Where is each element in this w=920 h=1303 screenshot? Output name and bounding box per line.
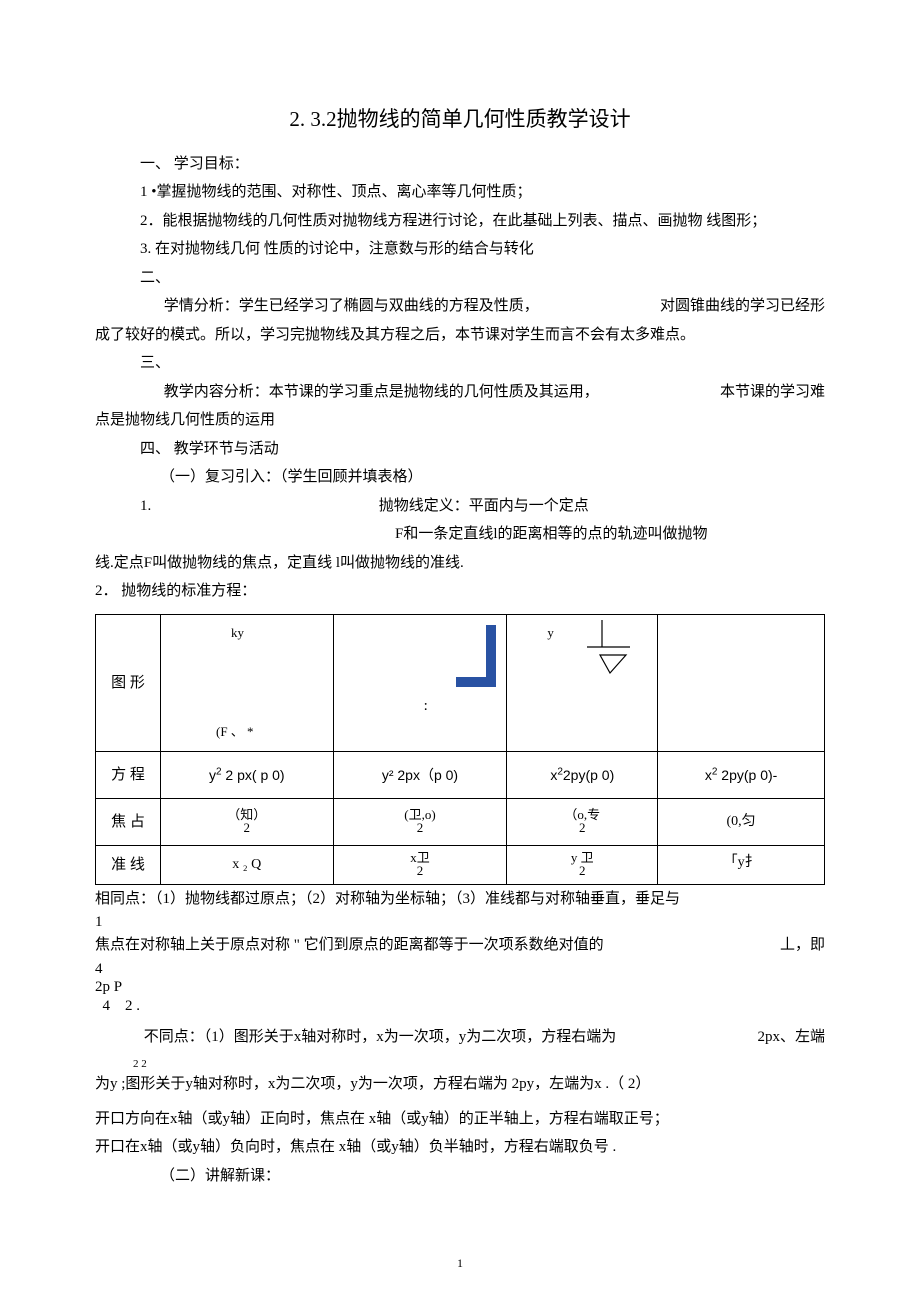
table-row-focus: 焦 占 （知）2 (卫,o)2 （o,专2 (0,匀 bbox=[96, 798, 825, 845]
document-page: 2. 3.2抛物线的简单几何性质教学设计 一、 学习目标： 1 •掌握抛物线的范… bbox=[0, 0, 920, 1303]
section-2-heading: 二、 bbox=[140, 264, 825, 293]
diff-1a: 不同点：（1）图形关于x轴对称时，x为一次项，y为二次项，方程右端为 bbox=[144, 1029, 617, 1045]
table-row-graph: 图 形 ky (F 、 * : y bbox=[96, 614, 825, 751]
same-points-3: 2p P bbox=[95, 978, 825, 998]
student-analysis-1b: 对圆锥曲线的学习已经形 bbox=[660, 292, 825, 321]
graph-cell-1: ky (F 、 * bbox=[161, 614, 334, 751]
graph1-fx-label: (F 、 * bbox=[216, 720, 254, 745]
same-points-2: 焦点在对称轴上关于原点对称 " 它们到原点的距离都等于一次项系数绝对值的 丄，即 bbox=[95, 931, 825, 960]
diff-points-2: 为y ;图形关于y轴对称时，x为二次项，y为一次项，方程右端为 2py，左端为x… bbox=[95, 1070, 825, 1099]
hdr-focus: 焦 占 bbox=[96, 798, 161, 845]
eq-cell-3: x22py(p 0) bbox=[507, 751, 658, 798]
graph2-dot: : bbox=[424, 692, 428, 721]
hdr-graph: 图 形 bbox=[96, 614, 161, 751]
content-analysis-1b: 本节课的学习难 bbox=[720, 378, 825, 407]
page-title: 2. 3.2抛物线的简单几何性质教学设计 bbox=[95, 100, 825, 140]
content-analysis-1a: 教学内容分析：本节课的学习重点是抛物线的几何性质及其运用， bbox=[164, 384, 599, 400]
definition-line-1: 1. 抛物线定义：平面内与一个定点 bbox=[140, 492, 825, 521]
graph1-y-label: ky bbox=[231, 621, 244, 646]
table-row-directrix: 准 线 x ₂ Q x卫2 y 卫2 「y扌 bbox=[96, 845, 825, 884]
diff-1b: 2px、左端 bbox=[757, 1023, 825, 1052]
foc-cell-1: （知）2 bbox=[161, 798, 334, 845]
hdr-eq: 方 程 bbox=[96, 751, 161, 798]
dir-cell-3: y 卫2 bbox=[507, 845, 658, 884]
foc-cell-2: (卫,o)2 bbox=[333, 798, 507, 845]
student-analysis-1a: 学情分析：学生已经学习了椭圆与双曲线的方程及性质， bbox=[164, 298, 539, 314]
eq-cell-2: y² 2px（p 0) bbox=[333, 751, 507, 798]
student-analysis-line-1: 学情分析：学生已经学习了椭圆与双曲线的方程及性质， 对圆锥曲线的学习已经形 bbox=[95, 292, 825, 321]
blue-horizontal-shape bbox=[456, 677, 496, 687]
definition-text-1: 抛物线定义：平面内与一个定点 bbox=[379, 498, 589, 514]
objective-3: 3. 在对抛物线几何 性质的讨论中，注意数与形的结合与转化 bbox=[140, 235, 825, 264]
diff-sup-line: 2 2 bbox=[133, 1059, 825, 1070]
same-frac-bot: 4 bbox=[95, 960, 825, 978]
parabola-table: 图 形 ky (F 、 * : y 方 程 y2 2 px( p 0) bbox=[95, 614, 825, 885]
graph3-shape-icon bbox=[582, 615, 642, 675]
graph-cell-3: y bbox=[507, 614, 658, 751]
dir-cell-1: x ₂ Q bbox=[161, 845, 334, 884]
eq-cell-4: x2 2py(p 0)- bbox=[658, 751, 825, 798]
dir-cell-2: x卫2 bbox=[333, 845, 507, 884]
same-frac-top: 1 bbox=[95, 913, 825, 931]
foc-cell-3: （o,专2 bbox=[507, 798, 658, 845]
content-analysis-line-2: 点是抛物线几何性质的运用 bbox=[95, 406, 825, 435]
same-2b: 丄，即 bbox=[780, 931, 825, 960]
hdr-directrix: 准 线 bbox=[96, 845, 161, 884]
student-analysis-line-2: 成了较好的模式。所以，学习完抛物线及其方程之后，本节课对学生而言不会有太多难点。 bbox=[95, 321, 825, 350]
objective-2: 2．能根据抛物线的几何性质对抛物线方程进行讨论，在此基础上列表、描点、画抛物 线… bbox=[140, 207, 825, 236]
table-row-equation: 方 程 y2 2 px( p 0) y² 2px（p 0) x22py(p 0)… bbox=[96, 751, 825, 798]
section-4-2: （二）讲解新课： bbox=[160, 1162, 825, 1191]
definition-line-3: 线.定点F叫做抛物线的焦点，定直线 l叫做抛物线的准线. bbox=[95, 549, 825, 578]
section-4-heading: 四、 教学环节与活动 bbox=[140, 435, 825, 464]
definition-label: 1. bbox=[140, 498, 151, 514]
foc-cell-4: (0,匀 bbox=[658, 798, 825, 845]
content-analysis-line-1: 教学内容分析：本节课的学习重点是抛物线的几何性质及其运用， 本节课的学习难 bbox=[95, 378, 825, 407]
graph-cell-2: : bbox=[333, 614, 507, 751]
page-number: 1 bbox=[0, 1252, 920, 1275]
definition-line-2: F和一条定直线l的距离相等的点的轨迹叫做抛物 bbox=[395, 520, 825, 549]
eq-cell-1: y2 2 px( p 0) bbox=[161, 751, 334, 798]
section-1-heading: 一、 学习目标： bbox=[140, 150, 825, 179]
same-points-3b: 4 2 . bbox=[95, 997, 825, 1017]
same-points-1: 相同点：（1）抛物线都过原点；（2）对称轴为坐标轴；（3）准线都与对称轴垂直，垂… bbox=[95, 885, 825, 914]
diff-points-1: 不同点：（1）图形关于x轴对称时，x为一次项，y为二次项，方程右端为 2px、左… bbox=[95, 1023, 825, 1052]
equation-label: 2． 抛物线的标准方程： bbox=[95, 577, 825, 606]
same-2a: 焦点在对称轴上关于原点对称 " 它们到原点的距离都等于一次项系数绝对值的 bbox=[95, 937, 604, 953]
section-4-1: （一）复习引入：（学生回顾并填表格） bbox=[160, 463, 825, 492]
objective-1: 1 •掌握抛物线的范围、对称性、顶点、离心率等几何性质； bbox=[140, 178, 825, 207]
graph-cell-4 bbox=[658, 614, 825, 751]
graph3-y-label: y bbox=[547, 621, 554, 646]
dir-cell-4: 「y扌 bbox=[658, 845, 825, 884]
section-3-heading: 三、 bbox=[140, 349, 825, 378]
diff-points-4: 开口在x轴（或y轴）负向时，焦点在 x轴（或y轴）负半轴时，方程右端取负号 . bbox=[95, 1133, 825, 1162]
definition-text-2: F和一条定直线l的距离相等的点的轨迹叫做抛物 bbox=[395, 526, 708, 542]
diff-points-3: 开口方向在x轴（或y轴）正向时，焦点在 x轴（或y轴）的正半轴上，方程右端取正号… bbox=[95, 1105, 825, 1134]
